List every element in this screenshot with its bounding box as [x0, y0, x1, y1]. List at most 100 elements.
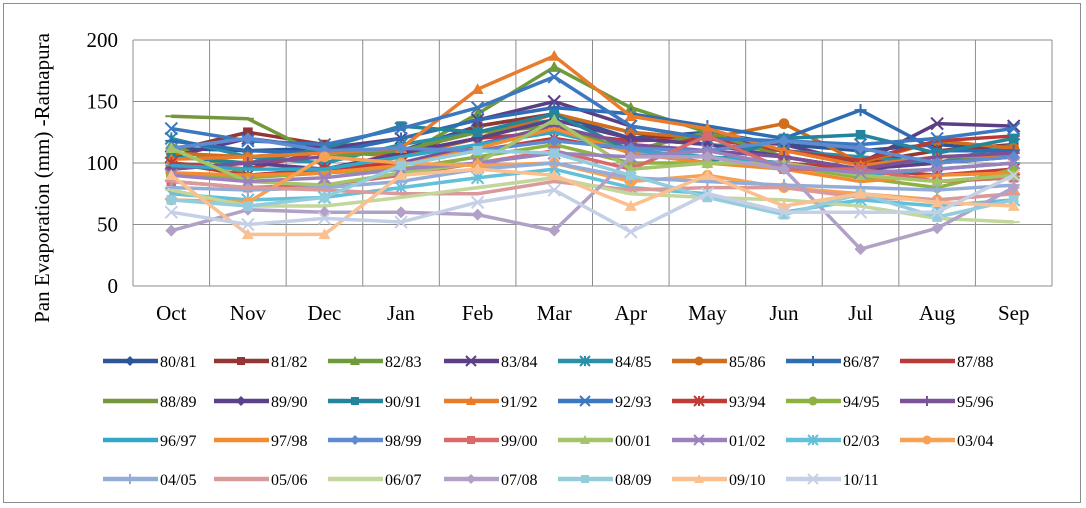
series-line [171, 75, 1014, 147]
data-point [808, 396, 818, 406]
data-point [318, 206, 331, 219]
data-point [465, 355, 477, 367]
legend-item: 89/90 [214, 394, 307, 411]
data-point [807, 473, 819, 485]
data-point [579, 355, 591, 367]
y-tick-label: 0 [108, 274, 119, 298]
legend-item: 08/09 [558, 472, 651, 489]
data-point [319, 151, 330, 163]
data-point [241, 157, 254, 169]
data-point [396, 160, 406, 171]
x-tick-label: Dec [308, 301, 342, 325]
legend-item: 95/96 [900, 394, 993, 411]
data-point [777, 144, 790, 156]
x-tick-label: Mar [537, 301, 572, 325]
data-point [241, 217, 255, 232]
data-point [700, 143, 715, 158]
legend-item: 96/97 [103, 433, 196, 450]
data-point [125, 356, 135, 366]
data-point [855, 164, 866, 174]
data-point [694, 474, 704, 483]
data-point [396, 121, 406, 131]
legend-label: 84/85 [615, 354, 651, 371]
legend-label: 03/04 [957, 433, 993, 450]
legend-item: 01/02 [672, 433, 765, 450]
legend-label: 97/98 [271, 433, 307, 450]
x-tick-label: Jan [387, 301, 415, 325]
legend-item: 81/82 [214, 354, 307, 371]
legend-label: 91/92 [501, 394, 537, 411]
x-tick-label: Nov [230, 301, 267, 325]
data-point [548, 169, 561, 181]
data-point [930, 162, 944, 176]
legend-item: 99/00 [444, 433, 537, 450]
data-point [466, 474, 476, 484]
data-point [549, 148, 560, 158]
data-point [853, 205, 868, 219]
data-point [470, 100, 485, 115]
legend-label: 87/88 [957, 354, 993, 371]
legend-label: 89/90 [271, 394, 307, 411]
data-point [922, 396, 932, 406]
data-point [922, 435, 932, 445]
data-point [624, 150, 637, 163]
legend-item: 02/03 [786, 433, 879, 450]
data-point [243, 201, 253, 211]
data-point [779, 209, 789, 220]
data-point [319, 192, 330, 203]
data-point [317, 171, 332, 185]
x-tick-label: Apr [614, 301, 647, 325]
data-point [702, 131, 713, 141]
chart-frame [3, 3, 1081, 503]
series-lines [164, 49, 1021, 256]
data-point [853, 166, 868, 180]
data-point [625, 170, 636, 181]
data-point [931, 196, 944, 208]
data-point [547, 94, 561, 109]
legend-item: 09/10 [672, 472, 765, 489]
data-point [807, 434, 819, 446]
data-point [777, 163, 790, 176]
legend-item: 07/08 [444, 472, 537, 489]
legend-item: 90/91 [328, 394, 421, 411]
data-point [701, 169, 714, 181]
data-point [854, 169, 867, 181]
data-point [701, 122, 714, 134]
data-point [241, 132, 254, 145]
legend-item: 00/01 [558, 433, 651, 450]
data-point [624, 119, 638, 133]
data-point [808, 356, 818, 366]
series-line [171, 148, 1014, 184]
data-point [702, 192, 713, 203]
legend-label: 80/81 [160, 354, 196, 371]
data-point [471, 113, 484, 126]
y-tick-label: 50 [97, 213, 118, 237]
series-10-11 [164, 168, 1021, 239]
series-line [171, 126, 1014, 184]
series-08-09 [166, 145, 1019, 222]
series-line [171, 148, 1015, 219]
data-point [931, 184, 944, 197]
legend-label: 81/82 [271, 354, 307, 371]
x-tick-label: Aug [919, 301, 956, 325]
data-point [624, 110, 637, 122]
legend-item: 83/84 [444, 354, 537, 371]
x-tick-label: Jul [848, 301, 873, 325]
data-point [241, 174, 255, 189]
data-point [624, 200, 637, 211]
data-point [580, 435, 590, 444]
legend-label: 99/00 [501, 433, 537, 450]
legend: 80/81 81/82 82/83 83/84 84/85 85/86 86/87 87/88… [103, 354, 993, 489]
data-point [855, 129, 866, 140]
legend-item: 82/83 [328, 354, 421, 371]
data-point [164, 205, 178, 219]
legend-label: 88/89 [160, 394, 196, 411]
legend-label: 05/06 [271, 472, 307, 489]
data-point [930, 131, 944, 146]
series-line [170, 167, 1014, 237]
legend-label: 90/91 [385, 394, 421, 411]
data-point [932, 212, 942, 222]
legend-label: 86/87 [843, 354, 879, 371]
legend-item: 86/87 [786, 354, 879, 371]
data-point [930, 116, 944, 131]
